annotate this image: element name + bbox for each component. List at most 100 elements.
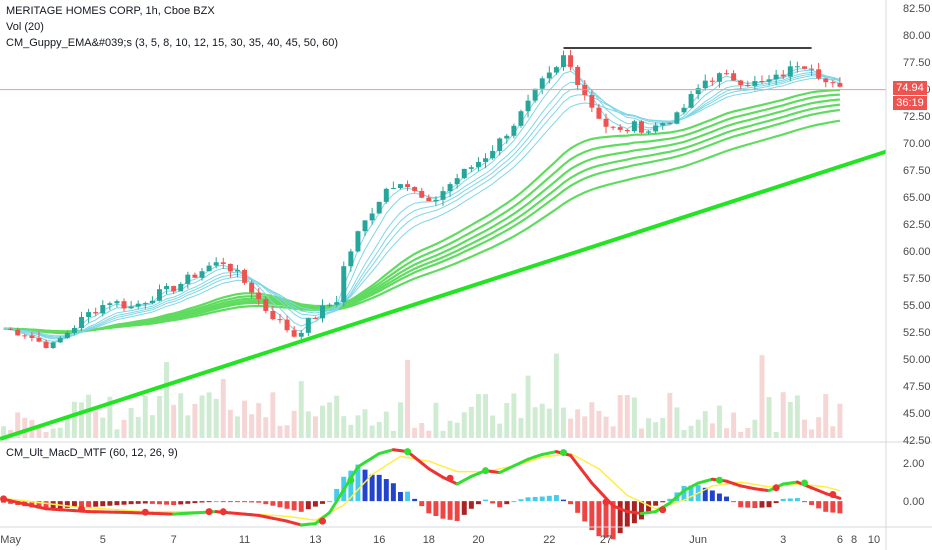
histogram-bar bbox=[320, 501, 325, 504]
macd-tick-label: 2.00 bbox=[903, 458, 924, 470]
volume-bar bbox=[36, 426, 42, 438]
candle-body bbox=[674, 112, 680, 124]
time-tick-label: May bbox=[0, 534, 21, 546]
candle-body bbox=[695, 88, 701, 95]
candle-body bbox=[483, 158, 489, 162]
price-tick-label: 57.50 bbox=[903, 273, 931, 285]
histogram-bar bbox=[440, 501, 446, 519]
price-tick-label: 70.00 bbox=[903, 138, 931, 150]
candle-body bbox=[638, 121, 644, 133]
histogram-bar bbox=[667, 498, 673, 502]
histogram-bar bbox=[497, 501, 503, 508]
candle-body bbox=[780, 74, 786, 77]
volume-bar bbox=[397, 402, 403, 438]
volume-bar bbox=[816, 417, 822, 438]
candle-body bbox=[802, 66, 807, 69]
volume-bar bbox=[837, 403, 843, 438]
ema-50-line bbox=[3, 108, 841, 333]
volume-bar bbox=[419, 423, 425, 438]
time-tick-label: 22 bbox=[543, 534, 555, 546]
histogram-bar bbox=[596, 501, 602, 537]
trendline bbox=[0, 149, 887, 441]
candle-body bbox=[532, 88, 538, 101]
volume-bar bbox=[731, 412, 737, 438]
volume-bar bbox=[164, 362, 170, 438]
histogram-bar bbox=[766, 501, 772, 508]
volume-bar bbox=[490, 415, 496, 438]
histogram-bar bbox=[284, 501, 290, 509]
histogram-bar bbox=[787, 498, 793, 502]
histogram-bar bbox=[461, 501, 467, 515]
candle-body bbox=[787, 66, 793, 77]
candle-body bbox=[624, 129, 630, 132]
candle-body bbox=[809, 68, 815, 70]
candle-body bbox=[383, 188, 389, 202]
ema-10-line bbox=[3, 73, 841, 339]
candle-body bbox=[412, 187, 418, 191]
histogram-bar bbox=[206, 501, 212, 503]
candle-body bbox=[752, 81, 758, 86]
candle-body bbox=[107, 303, 113, 306]
volume-bar bbox=[724, 428, 730, 438]
time-tick-label: 11 bbox=[239, 534, 250, 546]
histogram-bar bbox=[114, 501, 120, 506]
cross-dot bbox=[772, 484, 780, 492]
volume-bar bbox=[433, 402, 439, 438]
volume-bar bbox=[674, 407, 680, 438]
symbol-legend[interactable]: MERITAGE HOMES CORP, 1h, Cboe BZX bbox=[6, 5, 215, 17]
histogram-bar bbox=[213, 501, 219, 503]
volume-bar bbox=[646, 418, 652, 438]
histogram-bar bbox=[8, 501, 14, 504]
histogram-bar bbox=[603, 501, 609, 538]
price-tick-label: 45.00 bbox=[903, 408, 931, 420]
histogram-bar bbox=[646, 501, 652, 513]
volume-bar bbox=[638, 428, 644, 438]
candle-body bbox=[823, 78, 829, 83]
volume-bar bbox=[617, 395, 623, 438]
histogram-bar bbox=[794, 498, 800, 502]
histogram-bar bbox=[681, 485, 687, 502]
macd-legend[interactable]: CM_Ult_MacD_MTF (60, 12, 26, 9) bbox=[6, 447, 178, 459]
macd-line-segment bbox=[413, 455, 424, 465]
histogram-bar bbox=[185, 501, 191, 504]
volume-bar bbox=[242, 400, 248, 438]
candle-body bbox=[426, 197, 432, 202]
histogram-bar bbox=[490, 501, 496, 504]
candle-body bbox=[369, 213, 375, 221]
candle-body bbox=[525, 100, 531, 112]
histogram-bar bbox=[171, 501, 177, 506]
volume-bar bbox=[738, 431, 744, 438]
candle-body bbox=[22, 335, 28, 337]
candle-body bbox=[284, 319, 290, 331]
candle-body bbox=[320, 305, 325, 319]
guppy-legend[interactable]: CM_Guppy_EMA&#039;s (3, 5, 8, 10, 12, 15… bbox=[6, 37, 339, 49]
candle-body bbox=[759, 81, 765, 83]
volume-bar bbox=[511, 393, 517, 438]
volume-bar bbox=[497, 423, 503, 438]
cross-dot bbox=[141, 508, 149, 516]
volume-bar bbox=[390, 430, 396, 438]
histogram-bar bbox=[816, 501, 822, 509]
histogram-bar bbox=[716, 493, 722, 502]
slow-ema-ribbon bbox=[3, 89, 841, 335]
histogram-bar bbox=[355, 464, 361, 502]
histogram-bar bbox=[362, 469, 368, 502]
histogram-bar bbox=[610, 501, 616, 540]
support-trendline bbox=[0, 149, 887, 441]
volume-bar bbox=[794, 395, 800, 438]
volume-bar bbox=[546, 408, 552, 438]
volume-legend[interactable]: Vol (20) bbox=[6, 21, 44, 33]
histogram-bar bbox=[50, 501, 56, 510]
price-tick-label: 65.00 bbox=[903, 192, 931, 204]
histogram-bar bbox=[383, 479, 389, 502]
candle-body bbox=[646, 131, 652, 133]
cross-dot bbox=[205, 508, 213, 516]
volume-bar bbox=[518, 417, 524, 438]
volume-bar bbox=[447, 420, 453, 438]
volume-bar bbox=[341, 416, 347, 438]
candle-body bbox=[709, 80, 715, 82]
candle-body bbox=[156, 289, 162, 301]
